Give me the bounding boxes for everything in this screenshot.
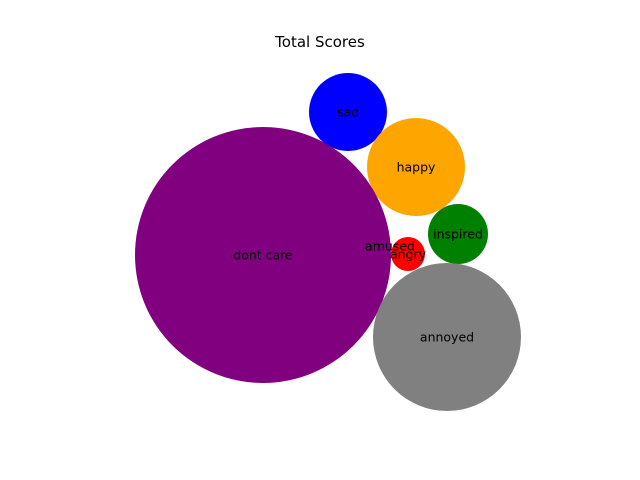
bubble-annoyed [373, 263, 521, 411]
bubble-label-inspired: inspired [433, 227, 483, 242]
bubble-label-sad: sad [337, 105, 359, 120]
bubble-sad [309, 73, 387, 151]
bubble-angry [391, 237, 425, 271]
bubble-inspired [428, 204, 488, 264]
bubble-label-annoyed: annoyed [420, 330, 474, 345]
bubble-label-dont-care: dont care [233, 248, 293, 263]
bubble-label-amused: amused [365, 239, 415, 254]
bubble-label-happy: happy [397, 160, 436, 175]
bubble-happy [367, 118, 465, 216]
chart-title: Total Scores [275, 33, 365, 51]
bubble-label-angry: angry [390, 247, 427, 262]
bubble-dont-care [135, 127, 391, 383]
